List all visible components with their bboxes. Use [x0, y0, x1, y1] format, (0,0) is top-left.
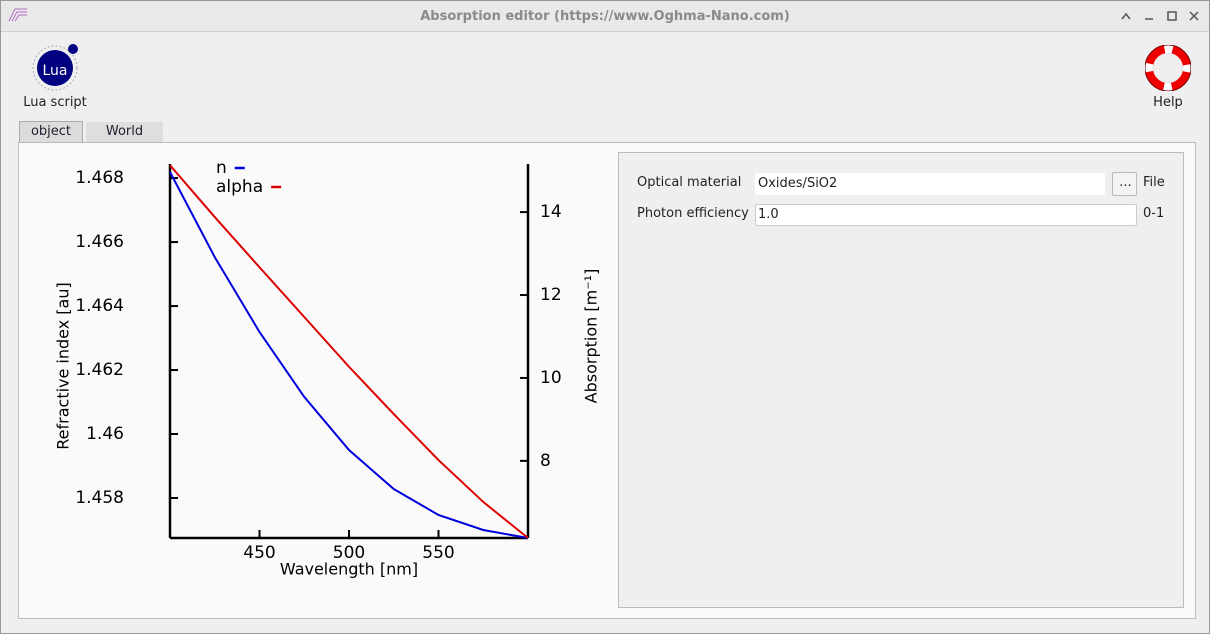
y2-tick-label: 14 — [540, 202, 562, 222]
y-axis-label: Refractive index [au] — [54, 282, 73, 449]
tab[interactable]: World — [86, 122, 163, 142]
series-line — [169, 171, 529, 539]
y-tick-label: 1.466 — [75, 232, 124, 252]
x-tick-label: 450 — [243, 543, 275, 563]
x-tick-label: 500 — [333, 543, 365, 563]
tab[interactable]: object — [19, 121, 83, 145]
legend-label: alpha — [216, 177, 263, 197]
y2-tick-label: 12 — [540, 285, 562, 305]
legend-label: n — [216, 158, 227, 178]
app-icon — [8, 8, 27, 22]
window-title: Absorption editor (https://www.Oghma-Nan… — [420, 9, 790, 24]
y-tick-label: 1.464 — [75, 296, 124, 316]
text-field[interactable]: Oxides/SiO2 — [755, 173, 1105, 195]
lua-icon-text: Lua — [42, 63, 67, 79]
y-tick-label: 1.458 — [75, 488, 124, 508]
field-label: Photon efficiency — [637, 206, 749, 221]
help-label: Help — [1153, 95, 1183, 110]
y2-tick-label: 10 — [540, 368, 562, 388]
y-tick-label: 1.462 — [75, 360, 124, 380]
material-panel: Optical material Oxides/SiO2 ... File Ph… — [618, 152, 1184, 608]
help-button[interactable] — [1145, 45, 1191, 91]
lua-button[interactable]: Lua — [31, 43, 81, 93]
title-bar: Absorption editor (https://www.Oghma-Nan… — [1, 1, 1209, 32]
chart: 1.458 1.46 1.462 1.464 1.466 1.468 8 10 12 14 450 5… — [54, 158, 601, 579]
y2-tick-label: 8 — [540, 451, 551, 471]
browse-button[interactable]: ... — [1112, 172, 1137, 196]
field-unit: File — [1143, 175, 1165, 190]
field-unit: 0-1 — [1143, 206, 1165, 221]
text-field[interactable]: 1.0 — [755, 204, 1137, 226]
field-label: Optical material — [637, 175, 742, 190]
window-controls[interactable] — [1116, 8, 1206, 24]
y2-axis-label: Absorption [m⁻¹] — [582, 269, 601, 404]
series-line — [169, 164, 529, 539]
lua-label: Lua script — [23, 95, 87, 110]
y-tick-label: 1.46 — [86, 424, 124, 444]
x-tick-label: 550 — [422, 543, 454, 563]
x-axis-label: Wavelength [nm] — [280, 560, 418, 579]
y-tick-label: 1.468 — [75, 168, 124, 188]
